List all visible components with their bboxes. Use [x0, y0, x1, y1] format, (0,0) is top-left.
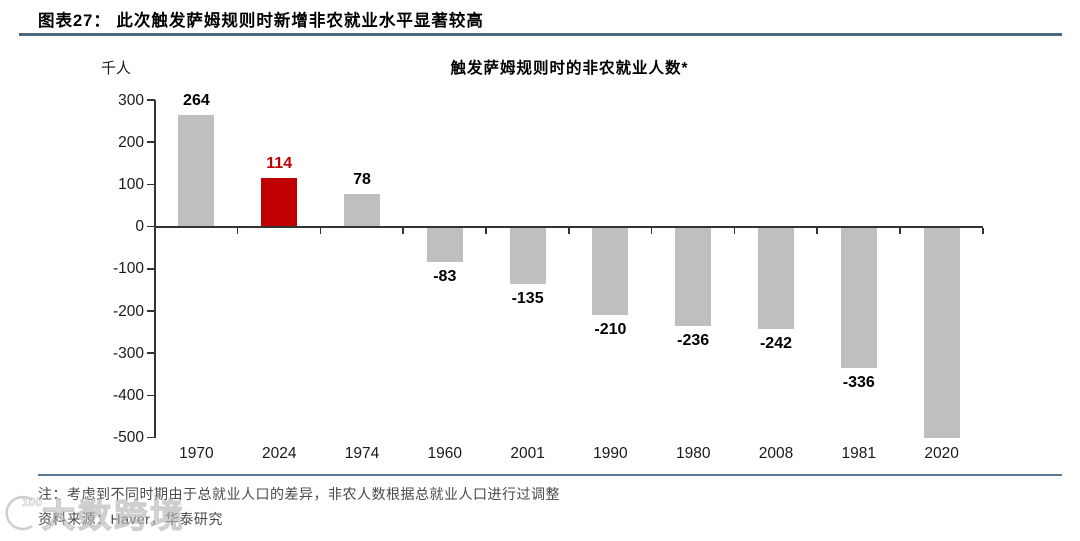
- x-tick-label-1974: 1974: [344, 445, 380, 462]
- x-axis-zero-line: [155, 225, 983, 228]
- bar-2008: [758, 226, 794, 329]
- bar-2020: [923, 226, 960, 438]
- x-tick-label-2001: 2001: [510, 445, 545, 462]
- bar-1990: [592, 226, 629, 316]
- x-tick-label-1960: 1960: [427, 445, 463, 462]
- y-tick-label--500: -500: [112, 429, 144, 447]
- title-divider: [19, 33, 1062, 36]
- x-tick-mark-2: [319, 227, 322, 234]
- x-tick-mark-8: [816, 227, 818, 234]
- figure-title: 图表27： 此次触发萨姆规则时新增非农就业水平显著较高: [38, 12, 484, 30]
- x-tick-mark-6: [650, 227, 653, 234]
- value-label-1980: -236: [677, 332, 710, 350]
- bar-1970: [178, 115, 215, 227]
- y-tick-label--200: -200: [112, 302, 144, 320]
- footnote: 注：考虑到不同时期由于总就业人口的差异，非农人数根据总就业人口进行过调整: [38, 486, 560, 502]
- x-tick-mark-9: [899, 227, 901, 234]
- value-label-1990: -210: [594, 321, 627, 339]
- y-tick-label-100: 100: [118, 175, 144, 193]
- bar-2001: [509, 226, 546, 284]
- value-label-2001: -135: [511, 289, 544, 307]
- x-tick-label-2008: 2008: [758, 445, 794, 462]
- chart-title: 触发萨姆规则时的非农就业人数*: [450, 60, 689, 77]
- value-label-2008: -242: [759, 334, 792, 352]
- x-tick-label-2024: 2024: [261, 445, 297, 462]
- x-tick-label-2020: 2020: [924, 445, 959, 462]
- y-tick-mark-300: [147, 99, 155, 101]
- bar-1974: [344, 193, 380, 227]
- chart-bottom-divider: [38, 474, 1062, 476]
- y-tick-mark--400: [147, 394, 155, 397]
- bar-2024: [261, 178, 298, 227]
- x-tick-mark-4: [485, 227, 487, 234]
- y-tick-label--400: -400: [112, 386, 144, 404]
- y-tick-label-300: 300: [118, 91, 144, 109]
- y-tick-mark--300: [147, 352, 155, 354]
- x-tick-mark-10: [982, 227, 984, 234]
- source-attribution: 资料来源：Haver，华泰研究: [38, 511, 223, 527]
- y-tick-mark--500: [147, 436, 155, 439]
- y-tick-mark-0: [147, 225, 155, 228]
- y-tick-label-0: 0: [135, 218, 144, 236]
- value-label-1974: 78: [353, 170, 371, 188]
- y-tick-label--300: -300: [112, 344, 144, 362]
- x-tick-label-1980: 1980: [675, 445, 711, 462]
- x-tick-label-1990: 1990: [593, 445, 628, 462]
- value-label-1960: -83: [433, 267, 457, 285]
- x-tick-mark-5: [568, 227, 570, 234]
- y-tick-mark--100: [147, 268, 155, 270]
- y-tick-label--100: -100: [112, 260, 144, 278]
- x-tick-mark-3: [402, 227, 404, 234]
- bar-1980: [675, 226, 712, 327]
- x-tick-label-1970: 1970: [179, 445, 214, 462]
- y-tick-mark-200: [147, 141, 155, 143]
- value-label-1970: 264: [183, 92, 210, 110]
- x-tick-label-1981: 1981: [841, 445, 877, 462]
- y-tick-label-200: 200: [118, 133, 144, 151]
- value-label-2024: 114: [266, 155, 293, 173]
- bar-1960: [426, 226, 463, 262]
- bar-1981: [840, 226, 877, 369]
- y-axis-line: [154, 100, 156, 438]
- y-tick-mark--200: [147, 310, 155, 312]
- x-tick-mark-7: [733, 227, 736, 234]
- y-axis-unit-label: 千人: [101, 60, 132, 77]
- x-tick-mark-1: [236, 227, 239, 234]
- y-tick-mark-100: [147, 183, 155, 186]
- value-label-1981: -336: [842, 374, 875, 392]
